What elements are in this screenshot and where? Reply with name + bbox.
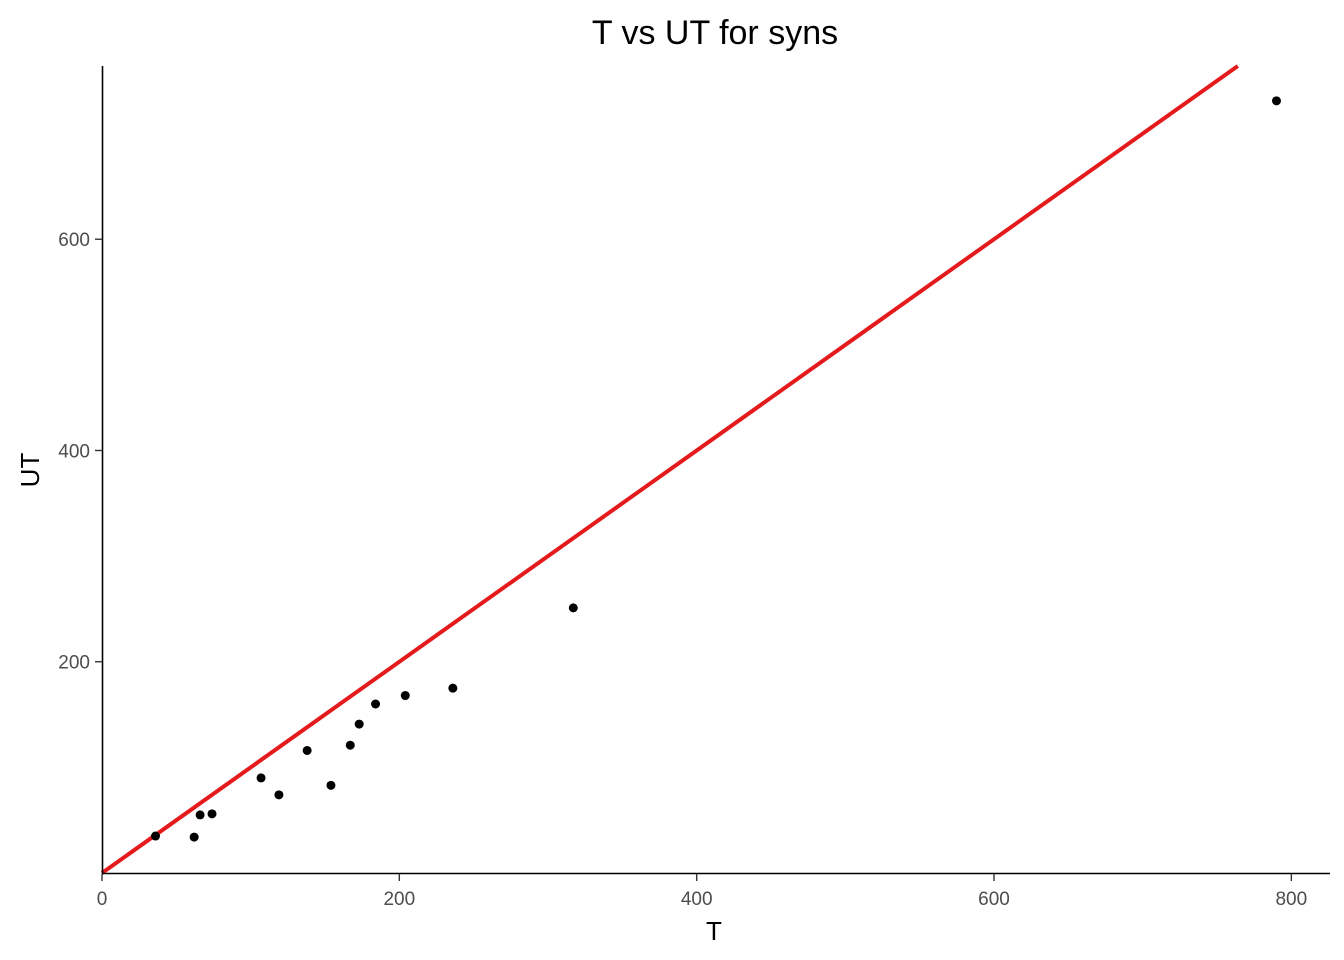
- reference-line: [100, 64, 1239, 875]
- axis-ticks: 0 200 400 600 800 200 400 600: [58, 230, 1307, 910]
- data-point: [400, 691, 410, 701]
- data-point: [345, 740, 355, 750]
- x-tick-label: 400: [681, 889, 713, 910]
- y-tick-label: 200: [58, 653, 90, 674]
- y-tick-label: 400: [58, 441, 90, 462]
- x-tick-label: 600: [978, 889, 1010, 910]
- data-point: [1271, 96, 1281, 106]
- data-point: [274, 790, 284, 800]
- data-point: [326, 780, 336, 790]
- data-point: [189, 832, 199, 842]
- data-point: [568, 603, 578, 613]
- y-axis-title: UT: [15, 453, 45, 488]
- x-axis-title: T: [706, 916, 722, 946]
- x-tick-label: 0: [97, 889, 108, 910]
- y-tick-label: 600: [58, 230, 90, 251]
- data-point: [207, 809, 217, 819]
- data-point: [354, 719, 364, 729]
- data-point: [151, 831, 161, 841]
- data-point: [302, 745, 312, 755]
- data-point: [195, 810, 205, 820]
- x-tick-label: 200: [383, 889, 415, 910]
- axes: [101, 66, 1330, 875]
- chart-title: T vs UT for syns: [592, 14, 838, 52]
- data-point: [448, 683, 458, 693]
- data-point: [371, 699, 381, 709]
- x-tick-label: 800: [1275, 889, 1307, 910]
- plot-area: [100, 64, 1281, 875]
- data-point: [256, 773, 266, 783]
